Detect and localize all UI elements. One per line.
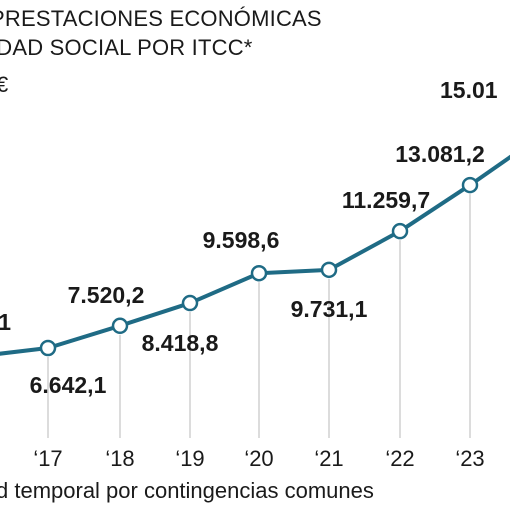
data-point xyxy=(250,264,268,282)
data-labels: 1 6.642,1 7.520,2 8.418,8 9.598,6 9.731,1 11.2… xyxy=(0,77,498,398)
chart-title: PRESTACIONES ECONÓMICAS IDAD SOCIAL POR … xyxy=(0,4,322,62)
data-label: 7.520,2 xyxy=(68,282,145,308)
data-point xyxy=(111,317,129,335)
x-tick-label: ‘17 xyxy=(33,446,62,471)
x-tick-label: ‘20 xyxy=(244,446,273,471)
data-label: 9.731,1 xyxy=(291,296,368,322)
x-tick-label: ‘18 xyxy=(105,446,134,471)
chart-title-line-1: PRESTACIONES ECONÓMICAS xyxy=(0,6,322,31)
data-point xyxy=(391,222,409,240)
unit-label: € xyxy=(0,72,9,97)
data-point xyxy=(181,294,199,312)
data-label: 13.081,2 xyxy=(395,141,485,167)
footnote: d temporal por contingencias comunes xyxy=(0,478,374,503)
x-tick-label: ‘19 xyxy=(175,446,204,471)
chart-title-line-2: IDAD SOCIAL POR ITCC* xyxy=(0,35,253,60)
x-tick-label: ‘22 xyxy=(385,446,414,471)
data-label: 9.598,6 xyxy=(203,227,280,253)
x-tick-label: ‘21 xyxy=(314,446,343,471)
data-label: 1 xyxy=(0,309,11,335)
x-axis-ticks: ‘17 ‘18 ‘19 ‘20 ‘21 ‘22 ‘23 xyxy=(33,446,484,471)
data-point xyxy=(461,176,479,194)
x-tick-label: ‘23 xyxy=(455,446,484,471)
data-label: 8.418,8 xyxy=(142,330,219,356)
data-point xyxy=(39,339,57,357)
data-label: 15.01 xyxy=(440,77,498,103)
data-label: 11.259,7 xyxy=(342,187,430,213)
data-label: 6.642,1 xyxy=(30,372,107,398)
data-markers xyxy=(39,176,479,357)
data-point xyxy=(320,261,338,279)
guide-lines xyxy=(47,194,471,438)
